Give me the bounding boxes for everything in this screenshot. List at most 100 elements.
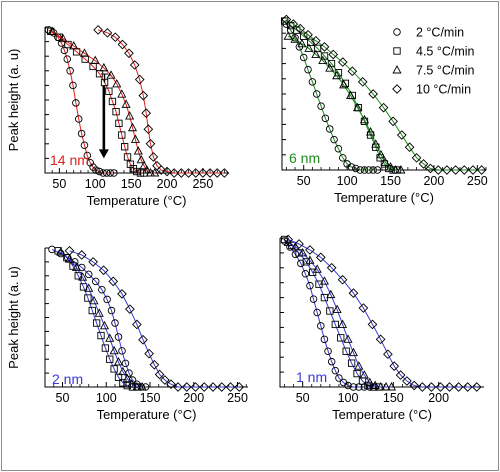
point-triangle xyxy=(312,264,322,273)
point-circle xyxy=(309,295,318,303)
y-axis-title: Peak height (a. u) xyxy=(6,49,21,152)
series-circle xyxy=(282,20,382,174)
point-square xyxy=(54,247,62,255)
point-diamond xyxy=(208,382,218,392)
point-triangle xyxy=(290,34,300,43)
axis-lines xyxy=(279,238,484,388)
point-diamond xyxy=(395,370,406,380)
point-square xyxy=(63,254,71,262)
point-square xyxy=(101,344,110,352)
point-circle xyxy=(317,102,325,110)
point-circle xyxy=(308,78,317,86)
series-line xyxy=(288,239,477,388)
point-square xyxy=(79,283,88,291)
point-triangle xyxy=(136,154,146,164)
point-circle xyxy=(107,306,116,315)
point-diamond xyxy=(225,382,236,392)
annotation-label: T' xyxy=(101,70,111,85)
point-triangle xyxy=(380,157,390,166)
x-tick-label: 50 xyxy=(297,174,311,188)
point-diamond xyxy=(402,376,412,386)
point-diamond xyxy=(125,304,135,314)
point-circle xyxy=(77,129,86,138)
series-line xyxy=(285,23,378,171)
point-square xyxy=(106,355,114,363)
point-diamond xyxy=(319,42,330,52)
legend-label: 4.5 °C/min xyxy=(416,45,475,59)
point-circle xyxy=(102,169,111,177)
series-diamond xyxy=(283,234,482,392)
point-diamond xyxy=(462,382,473,392)
point-triangle xyxy=(359,114,370,124)
x-tick-label: 150 xyxy=(121,177,142,191)
point-diamond xyxy=(190,382,201,392)
x-tick-label: 100 xyxy=(337,174,358,188)
point-circle xyxy=(95,167,104,176)
point-square xyxy=(302,258,310,266)
point-triangle xyxy=(352,102,363,112)
point-circle xyxy=(118,347,126,355)
point-square xyxy=(313,44,322,53)
point-diamond xyxy=(76,250,87,260)
point-square xyxy=(353,369,361,378)
point-circle xyxy=(356,166,364,174)
point-triangle xyxy=(354,361,364,370)
x-tick-label: 50 xyxy=(52,177,66,191)
point-diamond xyxy=(93,25,103,35)
x-tick-label: 200 xyxy=(423,174,444,188)
panel-4: 50 100 150 200 Temperature (°C) 1 nm xyxy=(279,234,484,422)
point-diamond xyxy=(102,28,113,38)
point-diamond xyxy=(357,77,368,87)
point-square xyxy=(334,69,343,77)
series-line xyxy=(51,30,155,174)
point-circle xyxy=(72,99,80,107)
point-square xyxy=(123,153,132,161)
point-diamond xyxy=(468,165,478,175)
series-diamond xyxy=(281,14,487,175)
point-triangle xyxy=(69,41,79,50)
point-circle xyxy=(48,245,56,254)
point-diamond xyxy=(328,49,339,60)
series-line xyxy=(97,29,225,174)
panel-2: 50 100 150 200 250 Temperature (°C) 6 nm xyxy=(280,14,488,205)
point-triangle xyxy=(391,165,401,174)
point-triangle xyxy=(376,382,386,391)
point-square xyxy=(105,87,113,95)
point-circle xyxy=(352,164,360,173)
point-diamond xyxy=(205,168,215,178)
point-square xyxy=(293,26,301,34)
point-square xyxy=(95,70,104,78)
point-diamond xyxy=(148,152,159,162)
point-circle xyxy=(365,166,373,174)
point-triangle xyxy=(47,26,57,35)
point-triangle xyxy=(113,357,124,366)
point-diamond xyxy=(303,29,313,40)
x-tick-label: 200 xyxy=(157,177,178,191)
point-diamond xyxy=(166,379,176,390)
point-triangle xyxy=(150,168,160,177)
point-triangle xyxy=(142,165,152,174)
point-circle xyxy=(114,333,123,341)
point-square xyxy=(112,108,120,116)
point-triangle xyxy=(304,43,314,52)
point-triangle xyxy=(339,79,349,89)
point-circle xyxy=(320,335,329,344)
point-diamond xyxy=(459,165,470,175)
point-circle xyxy=(327,357,336,366)
point-diamond xyxy=(162,166,172,177)
point-diamond xyxy=(367,319,378,330)
point-triangle xyxy=(109,345,119,355)
point-diamond xyxy=(418,159,429,169)
point-triangle xyxy=(90,55,100,65)
point-triangle xyxy=(283,31,293,40)
series-triangle xyxy=(47,26,160,177)
point-square xyxy=(121,143,129,151)
point-circle xyxy=(317,322,325,330)
point-diamond xyxy=(368,89,378,99)
x-tick-label: 200 xyxy=(428,391,449,405)
point-circle xyxy=(347,163,356,171)
point-circle xyxy=(321,114,330,123)
point-triangle xyxy=(298,247,308,257)
